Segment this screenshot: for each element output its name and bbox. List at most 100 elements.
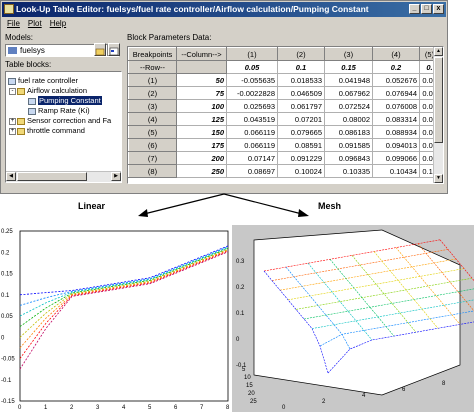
table-cell[interactable]: 0.079665 [277,125,325,139]
row-breakpoint-cell[interactable]: 50 [176,73,227,87]
model-icon [8,47,17,54]
close-button[interactable]: x [433,4,444,14]
tree-item-throttle-command[interactable]: + throttle command [9,126,85,135]
column-breakpoint-cell[interactable]: 0.05 [226,60,278,74]
column-breakpoint-cell[interactable]: 0.2 [372,60,420,74]
scroll-thumb[interactable] [434,57,443,143]
x-tick-label: 3 [96,405,100,411]
row-breakpoint-cell[interactable]: 175 [176,138,227,152]
table-cell[interactable]: 0.094013 [372,138,420,152]
app-icon [4,4,14,14]
table-cell[interactable]: -0.055635 [226,73,278,87]
table-cell[interactable]: 0.07147 [226,151,278,165]
folder-open-icon [95,48,105,56]
row-breakpoint-cell[interactable]: 150 [176,125,227,139]
x-tick-label: 20 [248,391,255,397]
expand-icon[interactable]: + [9,117,16,125]
y-tick-label: 0 [1,335,5,341]
table-cell[interactable]: 0.076944 [372,86,420,100]
row-breakpoint-cell[interactable]: 200 [176,151,227,165]
tree-horizontal-scrollbar[interactable]: ◀ ▶ [6,171,121,182]
column-breakpoint-cell[interactable]: 0.15 [324,60,373,74]
table-cell[interactable]: -0.0022828 [226,86,278,100]
table-cell[interactable]: 0.066119 [226,125,278,139]
z-tick-label: -0.1 [236,363,247,369]
arrow-to-mesh [223,193,303,215]
row-breakpoint-cell[interactable]: 75 [176,86,227,100]
table-cell[interactable]: 0.061797 [277,99,325,113]
scroll-right-icon[interactable]: ▶ [111,172,121,181]
x-tick-label: 10 [244,375,251,381]
table-cell[interactable]: 0.10024 [277,164,325,178]
row-breakpoint-cell[interactable]: 125 [176,112,227,126]
table-cell[interactable]: 0.10434 [372,164,420,178]
data-grid: Breakpoints --Column--> (1) (2) (3) (4) … [128,47,440,178]
table-cell[interactable]: 0.096843 [324,151,373,165]
table-cell[interactable]: 0.025693 [226,99,278,113]
row-breakpoint-cell[interactable]: 100 [176,99,227,113]
table-cell[interactable]: 0.086183 [324,125,373,139]
grid-vertical-scrollbar[interactable]: ▲ ▼ [433,47,443,183]
tree-item-sensor-correction[interactable]: + Sensor correction and Fa [9,116,112,125]
table-row: (4) 125 0.043519 0.07201 0.08002 0.083314 0.08 [128,112,440,126]
tree-item-pumping-constant[interactable]: Pumping Constant [28,96,102,105]
row-breakpoint-cell[interactable]: 250 [176,164,227,178]
expand-icon[interactable]: + [9,127,16,135]
table-cell[interactable]: 0.08002 [324,112,373,126]
table-cell[interactable]: 0.076008 [372,99,420,113]
column-index: (1) [226,47,278,61]
mesh-plot: 0.3 0.2 0.1 0 -0.1 5 10 15 20 25 0 2 4 6 8 [232,225,474,412]
table-cell[interactable]: 0.091585 [324,138,373,152]
menu-help[interactable]: Help [49,19,67,28]
table-cell[interactable]: 0.052676 [372,73,420,87]
table-cell[interactable]: 0.018533 [277,73,325,87]
table-cell[interactable]: 0.088934 [372,125,420,139]
mesh-wire-line [329,259,395,337]
table-cell[interactable]: 0.07201 [277,112,325,126]
lookup-block-icon [28,97,36,105]
refresh-button[interactable] [108,43,120,56]
x-tick-label: 1 [44,405,48,411]
table-cell[interactable]: 0.08591 [277,138,325,152]
mesh-axes-box [253,229,461,396]
menu-plot[interactable]: Plot [27,19,42,28]
table-cell[interactable]: 0.072524 [324,99,373,113]
window-title: Look-Up Table Editor: fuelsys/fuel rate … [16,4,369,14]
table-cell[interactable]: 0.10335 [324,164,373,178]
scroll-down-icon[interactable]: ▼ [434,174,443,183]
collapse-icon[interactable]: - [9,87,16,95]
table-cell[interactable]: 0.041948 [324,73,373,87]
column-header: --Column--> [176,47,227,61]
table-cell[interactable]: 0.066119 [226,138,278,152]
tree-item-fuel-rate-controller[interactable]: fuel rate controller [8,76,78,85]
tree-item-airflow-calculation[interactable]: - Airflow calculation [9,86,87,95]
tree-item-ramp-rate[interactable]: Ramp Rate (Ki) [28,106,90,115]
x-tick-label: 6 [174,405,178,411]
linear-plot: 0.25 0.2 0.15 0.1 0.05 0 -0.05 -0.1 -0.15 0 1 2 3 4 5 6… [0,225,232,412]
table-cell[interactable]: 0.067962 [324,86,373,100]
table-cell[interactable]: 0.091229 [277,151,325,165]
table-blocks-tree[interactable]: fuel rate controller - Airflow calculatio… [5,71,122,183]
table-cell[interactable]: 0.099066 [372,151,420,165]
block-parameters-table[interactable]: Breakpoints --Column--> (1) (2) (3) (4) … [127,46,444,184]
scroll-up-icon[interactable]: ▲ [434,47,443,56]
y-tick-label: 6 [402,387,406,393]
minimize-button[interactable]: _ [409,4,420,14]
y-tick-label: 2 [322,399,326,405]
column-breakpoint-cell[interactable]: 0.1 [277,60,325,74]
table-cell[interactable]: 0.046509 [277,86,325,100]
table-cell[interactable]: 0.08697 [226,164,278,178]
scroll-left-icon[interactable]: ◀ [6,172,16,181]
table-cell[interactable]: 0.083314 [372,112,420,126]
y-tick-label: 8 [442,381,446,387]
scroll-thumb[interactable] [17,172,87,181]
table-row: (6) 175 0.066119 0.08591 0.091585 0.094013 0.0… [128,138,440,152]
mesh-wire-line [263,270,329,374]
open-model-button[interactable] [94,43,106,56]
models-label: Models: [5,33,34,42]
x-tick-label: 2 [70,405,74,411]
mesh-wire-line [279,258,457,291]
menu-file[interactable]: File [7,19,20,28]
maximize-button[interactable]: □ [421,4,432,14]
table-cell[interactable]: 0.043519 [226,112,278,126]
